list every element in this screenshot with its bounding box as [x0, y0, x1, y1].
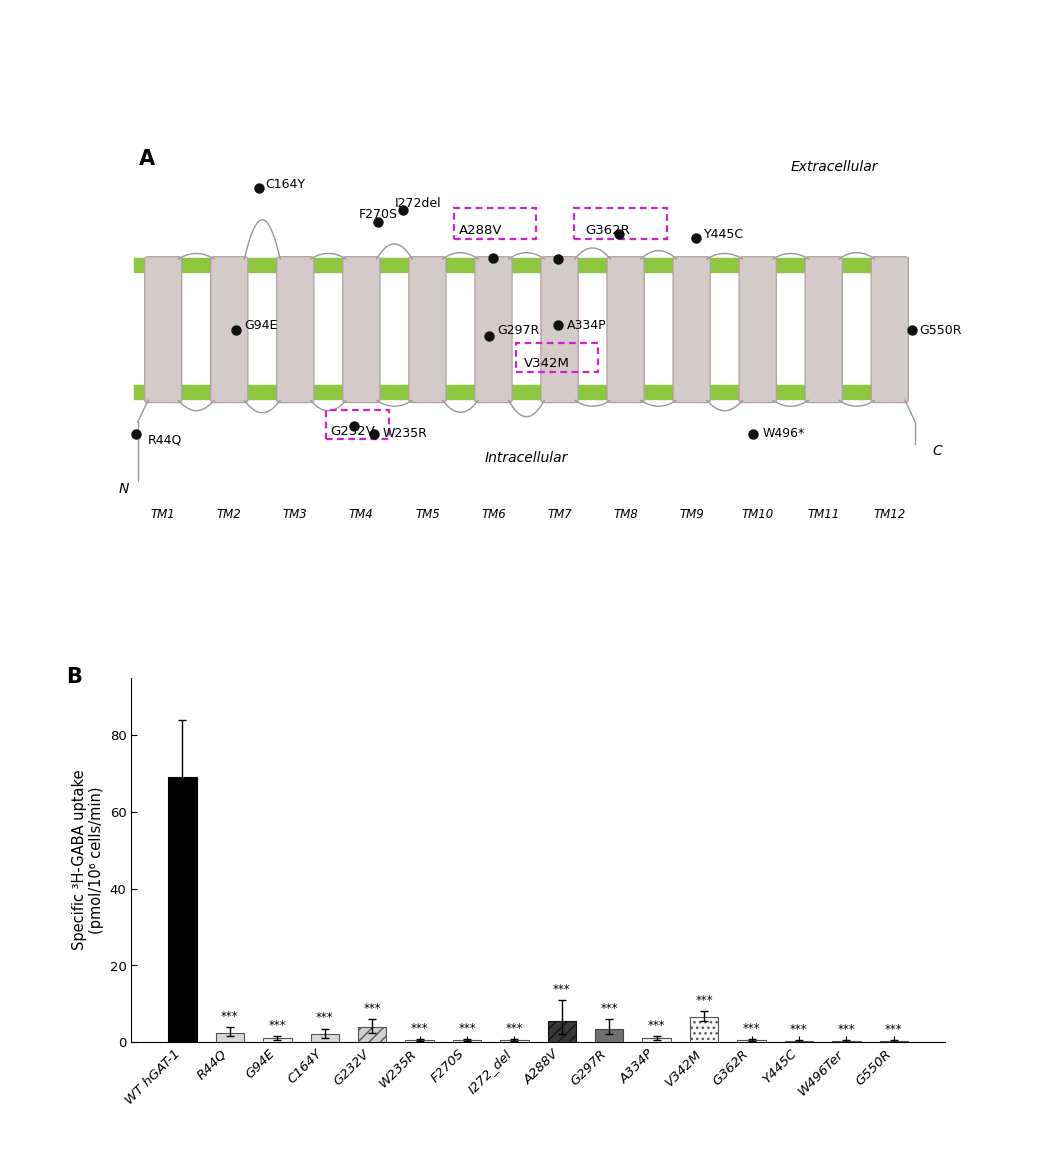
Text: G550R: G550R: [920, 324, 962, 337]
Text: ***: ***: [648, 1019, 666, 1032]
Text: TM7: TM7: [547, 508, 572, 521]
Text: TM5: TM5: [415, 508, 440, 521]
Bar: [595, 1029, 624, 1042]
Text: TM1: TM1: [151, 508, 175, 521]
FancyBboxPatch shape: [145, 256, 182, 403]
Text: ***: ***: [458, 1021, 476, 1034]
Text: TM3: TM3: [282, 508, 308, 521]
Text: N: N: [119, 482, 129, 497]
Text: C: C: [932, 444, 942, 458]
Text: ***: ***: [695, 994, 713, 1007]
FancyBboxPatch shape: [211, 256, 248, 403]
FancyBboxPatch shape: [408, 256, 446, 403]
Text: ***: ***: [363, 1001, 381, 1014]
Bar: [500, 1040, 528, 1042]
Text: Y445C: Y445C: [705, 227, 744, 240]
Bar: [643, 1039, 671, 1042]
Text: G94E: G94E: [244, 319, 277, 331]
Text: TM9: TM9: [679, 508, 704, 521]
Text: ***: ***: [269, 1019, 286, 1032]
FancyBboxPatch shape: [739, 256, 776, 403]
Text: Intracellular: Intracellular: [485, 451, 568, 465]
Bar: [737, 1040, 765, 1042]
Text: A334P: A334P: [567, 319, 606, 331]
FancyBboxPatch shape: [607, 256, 645, 403]
Bar: [311, 1034, 339, 1042]
Text: Extracellular: Extracellular: [791, 159, 878, 173]
Text: G297R: G297R: [497, 324, 540, 337]
Text: TM2: TM2: [217, 508, 242, 521]
Bar: [358, 1027, 386, 1042]
Text: TM4: TM4: [349, 508, 374, 521]
Text: G232V: G232V: [330, 425, 375, 438]
Text: W235R: W235R: [382, 427, 427, 440]
Text: ***: ***: [553, 982, 570, 995]
Text: TM8: TM8: [613, 508, 638, 521]
Bar: [168, 778, 196, 1042]
Text: W496*: W496*: [762, 427, 804, 440]
Text: G362R: G362R: [585, 225, 630, 238]
Text: I272del: I272del: [395, 197, 441, 210]
FancyBboxPatch shape: [673, 256, 710, 403]
Text: ***: ***: [601, 1001, 618, 1014]
Bar: [690, 1018, 718, 1042]
Text: ***: ***: [838, 1022, 855, 1035]
Text: F270S: F270S: [358, 207, 398, 221]
Y-axis label: Specific ³H-GABA uptake
(pmol/10⁶ cells/min): Specific ³H-GABA uptake (pmol/10⁶ cells/…: [71, 769, 104, 950]
Text: TM10: TM10: [741, 508, 774, 521]
Text: ***: ***: [885, 1022, 903, 1035]
Text: A288V: A288V: [459, 225, 502, 238]
Text: ***: ***: [222, 1009, 238, 1022]
FancyBboxPatch shape: [541, 256, 579, 403]
Text: TM11: TM11: [807, 508, 840, 521]
Bar: [215, 1033, 244, 1042]
Text: ***: ***: [742, 1021, 760, 1034]
FancyBboxPatch shape: [805, 256, 842, 403]
Bar: [548, 1021, 576, 1042]
Text: V342M: V342M: [524, 357, 570, 370]
FancyBboxPatch shape: [277, 256, 314, 403]
Text: R44Q: R44Q: [148, 433, 183, 446]
FancyBboxPatch shape: [342, 256, 380, 403]
Text: ***: ***: [506, 1021, 523, 1034]
Bar: [405, 1040, 434, 1042]
Text: TM6: TM6: [481, 508, 506, 521]
Text: ***: ***: [791, 1022, 807, 1035]
Text: A: A: [140, 149, 155, 169]
Text: C164Y: C164Y: [266, 178, 306, 191]
FancyBboxPatch shape: [872, 256, 908, 403]
Text: ***: ***: [411, 1021, 428, 1034]
Text: B: B: [66, 666, 82, 686]
Bar: [453, 1040, 481, 1042]
Bar: [264, 1039, 292, 1042]
FancyBboxPatch shape: [475, 256, 512, 403]
Text: TM12: TM12: [874, 508, 906, 521]
Text: ***: ***: [316, 1012, 334, 1025]
